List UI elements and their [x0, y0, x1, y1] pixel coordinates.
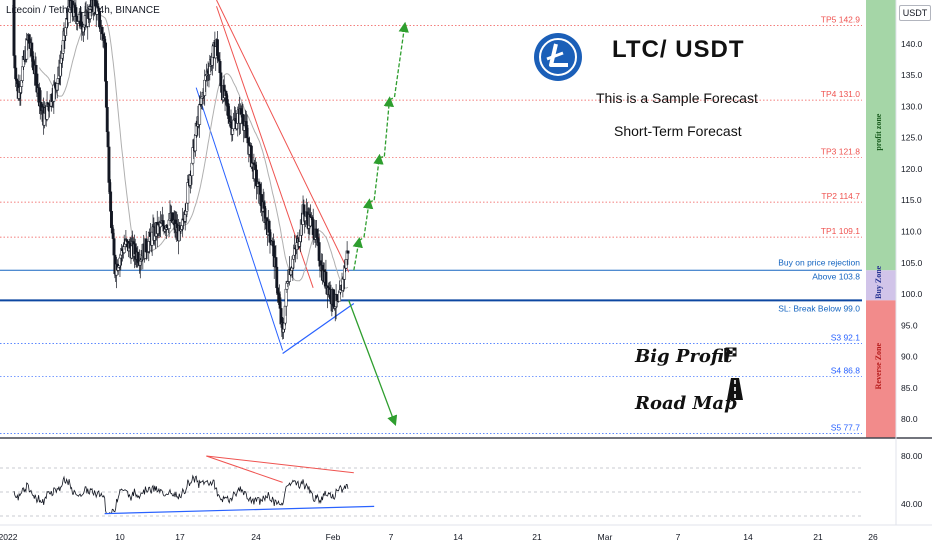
zone-block	[866, 0, 896, 271]
price-tick-label: 105.0	[901, 258, 923, 268]
level-label: TP2 114.7	[821, 191, 860, 201]
candle-body	[346, 250, 350, 254]
time-tick-label: 24	[251, 532, 261, 542]
candle-body	[246, 137, 250, 144]
time-tick-label: 10	[115, 532, 125, 542]
time-tick-label: 14	[453, 532, 463, 542]
level-label: TP4 131.0	[821, 89, 860, 99]
price-tick-label: 125.0	[901, 133, 923, 143]
price-tick-label: 95.0	[901, 320, 918, 330]
forecast-arrow-link	[379, 155, 385, 159]
forecast-arrow-link	[389, 96, 395, 101]
time-tick-label: 2022	[0, 532, 18, 542]
time-tick-label: 21	[813, 532, 823, 542]
price-tick-label: 130.0	[901, 101, 923, 111]
rsi-tick-label: 80.00	[901, 451, 923, 461]
rsi-resistance-line	[206, 455, 354, 474]
price-tick-label: 85.0	[901, 383, 918, 393]
rsi-resistance-line-2	[206, 455, 283, 483]
rsi-tick-label: 40.00	[901, 499, 923, 509]
stop-level-label: SL: Break Below 99.0	[778, 303, 860, 313]
candle-body	[67, 0, 71, 24]
time-tick-label: 14	[743, 532, 753, 542]
annotation-subtitle-2: Short-Term Forecast	[614, 123, 742, 139]
price-tick-label: 100.0	[901, 289, 923, 299]
price-tick-label: 135.0	[901, 70, 923, 80]
level-label: TP3 121.8	[821, 147, 860, 157]
price-tick-label: 80.0	[901, 414, 918, 424]
price-tick-label: 110.0	[901, 227, 922, 237]
checkered-flag-icon	[724, 347, 737, 362]
annotation-subtitle: This is a Sample Forecast	[596, 90, 758, 106]
price-tick-label: 115.0	[901, 195, 922, 205]
forecast-arrow	[352, 237, 363, 271]
buy-level-label-2: Above 103.8	[812, 271, 860, 281]
time-tick-label: 21	[532, 532, 542, 542]
rsi-support-line	[104, 505, 375, 515]
zone-label: profit zone	[874, 113, 883, 150]
time-tick-label: Feb	[326, 532, 341, 542]
level-label: S5 77.7	[831, 423, 861, 433]
candle-body	[232, 119, 235, 129]
candle-body	[198, 103, 202, 125]
time-tick-label: 17	[175, 532, 185, 542]
support-trendline	[282, 302, 355, 355]
price-tick-label: 140.0	[901, 39, 923, 49]
candle-body	[267, 220, 271, 233]
forecast-arrow-link	[358, 236, 365, 242]
price-tick-label: 90.0	[901, 352, 918, 362]
time-tick-label: 26	[868, 532, 878, 542]
candle-body	[257, 181, 261, 185]
forecast-arrow	[373, 153, 384, 201]
candle-body	[332, 289, 336, 307]
zone-block	[866, 270, 896, 301]
buy-level-label: Buy on price rejection	[778, 257, 860, 267]
litecoin-logo-icon	[534, 33, 582, 81]
resistance-trendline	[216, 0, 350, 273]
rsi-line	[13, 474, 349, 514]
annotation-title: LTC/ USDT	[612, 36, 745, 63]
annotation-road-map: Road Map	[635, 393, 737, 414]
level-label: TP1 109.1	[821, 226, 860, 236]
candle-body	[112, 238, 116, 256]
time-tick-label: Mar	[598, 532, 613, 542]
zone-label: Reverse Zone	[874, 343, 883, 390]
level-label: S3 92.1	[831, 333, 861, 343]
forecast-arrow	[393, 21, 409, 98]
reverse-arrow	[348, 300, 398, 427]
currency-badge[interactable]: USDT	[899, 5, 931, 21]
time-tick-label: 7	[389, 532, 394, 542]
chart-symbol-header: Litecoin / Tether US, 4h, BINANCE	[6, 5, 160, 16]
level-label: S4 86.8	[831, 366, 861, 376]
road-icon	[727, 378, 743, 400]
forecast-arrow-link	[368, 199, 375, 203]
price-tick-label: 120.0	[901, 164, 923, 174]
candle-body	[106, 131, 110, 148]
time-tick-label: 7	[676, 532, 681, 542]
forecast-arrow	[383, 96, 395, 157]
zone-label: Buy Zone	[874, 265, 883, 299]
level-label: TP5 142.9	[821, 15, 860, 25]
zone-block	[866, 300, 896, 438]
annotation-big-profit: Big Profit	[635, 346, 733, 367]
